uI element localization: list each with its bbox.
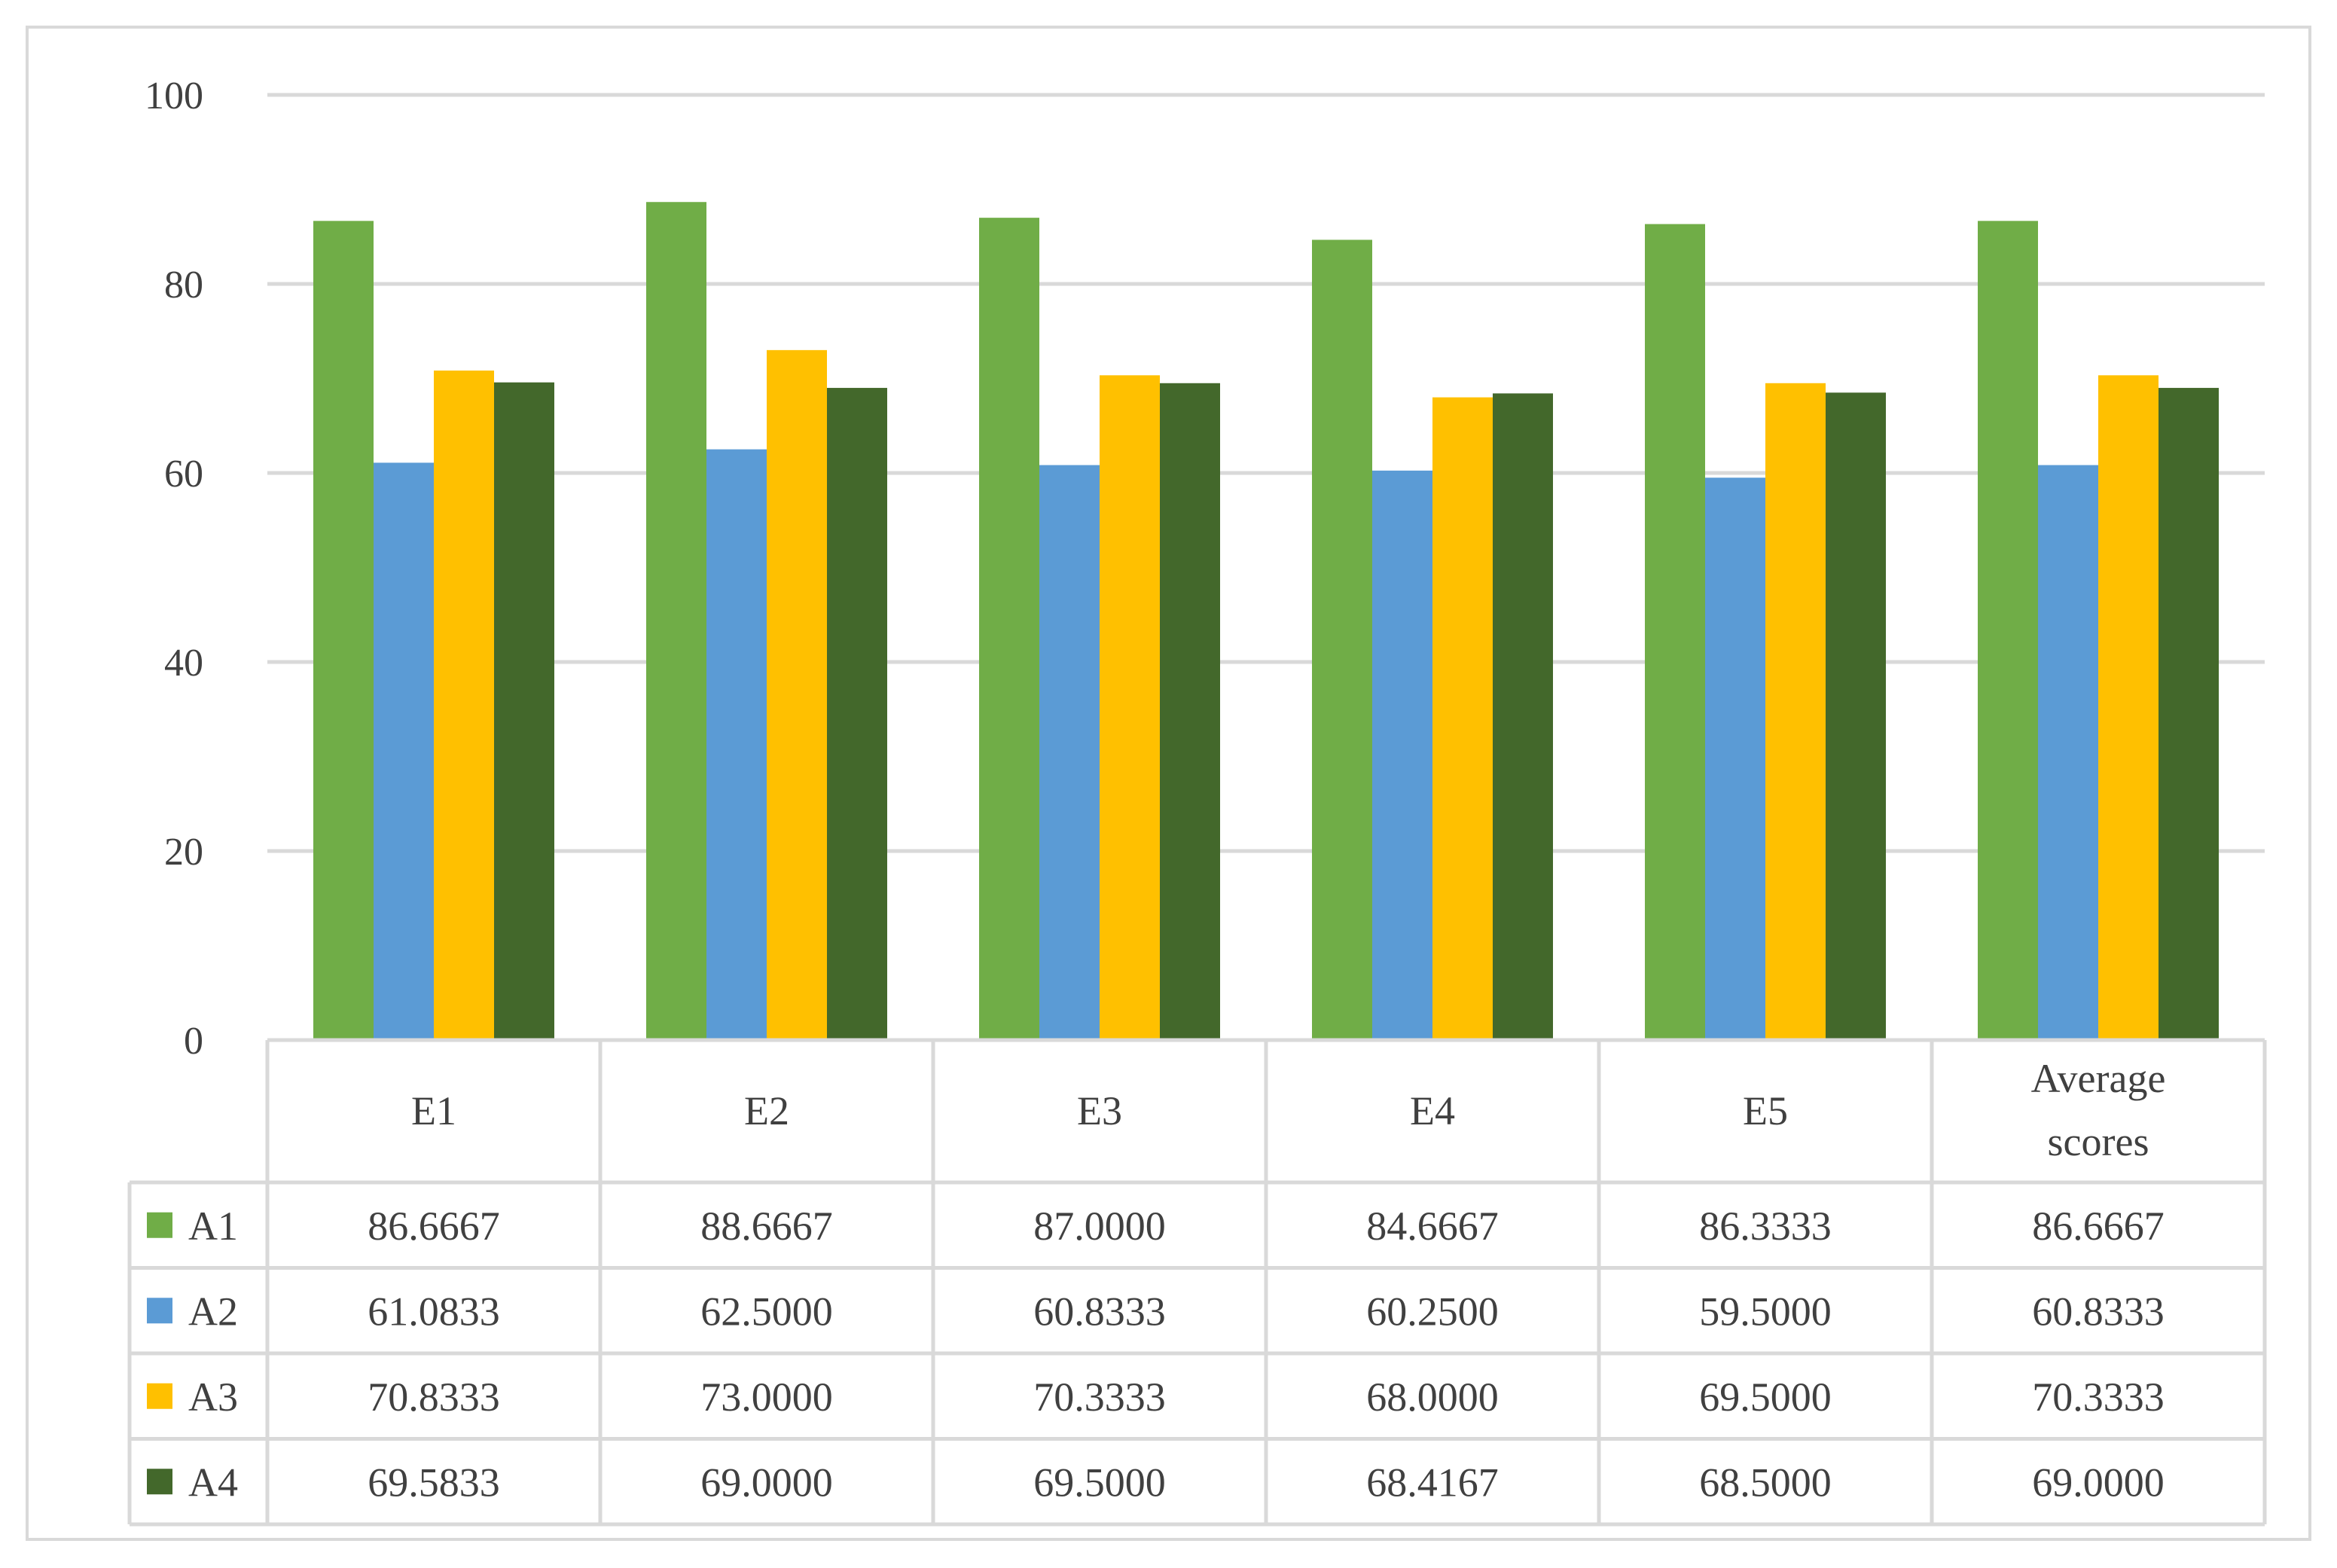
- data-label: 86.3333: [1699, 1203, 1832, 1249]
- bar-a1: [1645, 224, 1705, 1040]
- bar-a4: [827, 388, 887, 1040]
- bar-a2: [706, 449, 767, 1040]
- y-tick-label: 60: [164, 453, 203, 496]
- data-label: 59.5000: [1699, 1289, 1832, 1334]
- data-label: 69.5833: [368, 1460, 500, 1505]
- data-label: 68.5000: [1699, 1460, 1832, 1505]
- data-label: 68.0000: [1366, 1374, 1499, 1420]
- bar-a1: [979, 218, 1039, 1040]
- x-category-label: Average scores: [2031, 1056, 2166, 1164]
- x-category-label: E5: [1743, 1088, 1788, 1133]
- gridlines: [267, 93, 2265, 853]
- bar-a2: [2038, 465, 2098, 1040]
- bar-a1: [313, 221, 374, 1041]
- bar-a3: [1765, 383, 1826, 1040]
- x-category-label: E2: [744, 1088, 789, 1133]
- data-label: 69.0000: [2032, 1460, 2165, 1505]
- data-label: 60.8333: [1033, 1289, 1166, 1334]
- data-label: 61.0833: [368, 1289, 500, 1334]
- data-label: 70.3333: [2032, 1374, 2165, 1420]
- bars: [313, 202, 2219, 1041]
- data-table: E1 E2 E3 E4 E5 Average scores A1 86.6667 88.6667 8…: [127, 1038, 2267, 1527]
- data-label: 84.6667: [1366, 1203, 1499, 1249]
- legend-key-a4: [147, 1469, 172, 1495]
- bar-a3: [2098, 375, 2159, 1040]
- bar-a1: [646, 202, 706, 1040]
- legend-label: A1: [188, 1203, 238, 1249]
- bar-a2: [1705, 477, 1765, 1040]
- data-label: 69.5000: [1699, 1374, 1832, 1420]
- legend-key-a1: [147, 1212, 172, 1238]
- y-axis: 0 20 40 60 80 100: [145, 75, 203, 1063]
- legend-key-a3: [147, 1383, 172, 1409]
- y-tick-label: 20: [164, 831, 203, 874]
- data-label: 86.6667: [368, 1203, 500, 1249]
- data-label: 69.0000: [700, 1460, 833, 1505]
- y-tick-label: 0: [184, 1020, 203, 1063]
- data-label: 73.0000: [700, 1374, 833, 1420]
- data-label: 69.5000: [1033, 1460, 1166, 1505]
- x-category-label: E1: [411, 1088, 456, 1133]
- bar-a2: [1039, 465, 1100, 1040]
- data-label: 88.6667: [700, 1203, 833, 1249]
- bar-a2: [1372, 470, 1432, 1040]
- bar-a2: [374, 462, 434, 1040]
- data-label: 70.8333: [368, 1374, 500, 1420]
- data-label: 68.4167: [1366, 1460, 1499, 1505]
- bar-a3: [434, 371, 494, 1040]
- bar-a4: [1493, 393, 1553, 1040]
- y-tick-label: 100: [145, 75, 203, 117]
- bar-a4: [494, 382, 554, 1040]
- data-label: 70.3333: [1033, 1374, 1166, 1420]
- data-label: 86.6667: [2032, 1203, 2165, 1249]
- y-tick-label: 80: [164, 264, 203, 307]
- legend-label: A3: [188, 1374, 238, 1420]
- bar-a1: [1312, 239, 1372, 1041]
- data-label: 60.2500: [1366, 1289, 1499, 1334]
- bar-a3: [1432, 397, 1493, 1040]
- legend-label: A4: [188, 1460, 238, 1505]
- legend-label: A2: [188, 1289, 238, 1334]
- bar-a1: [1978, 221, 2038, 1041]
- bar-a3: [767, 349, 827, 1041]
- x-category-label: E3: [1077, 1088, 1122, 1133]
- y-tick-label: 40: [164, 642, 203, 685]
- x-category-label: E4: [1410, 1088, 1455, 1133]
- data-label: 62.5000: [700, 1289, 833, 1334]
- legend-key-a2: [147, 1298, 172, 1324]
- data-label: 60.8333: [2032, 1289, 2165, 1334]
- bar-a4: [1160, 383, 1220, 1040]
- bar-a4: [1826, 392, 1886, 1040]
- bar-a4: [2159, 388, 2219, 1040]
- data-label: 87.0000: [1033, 1203, 1166, 1249]
- bar-a3: [1100, 375, 1160, 1040]
